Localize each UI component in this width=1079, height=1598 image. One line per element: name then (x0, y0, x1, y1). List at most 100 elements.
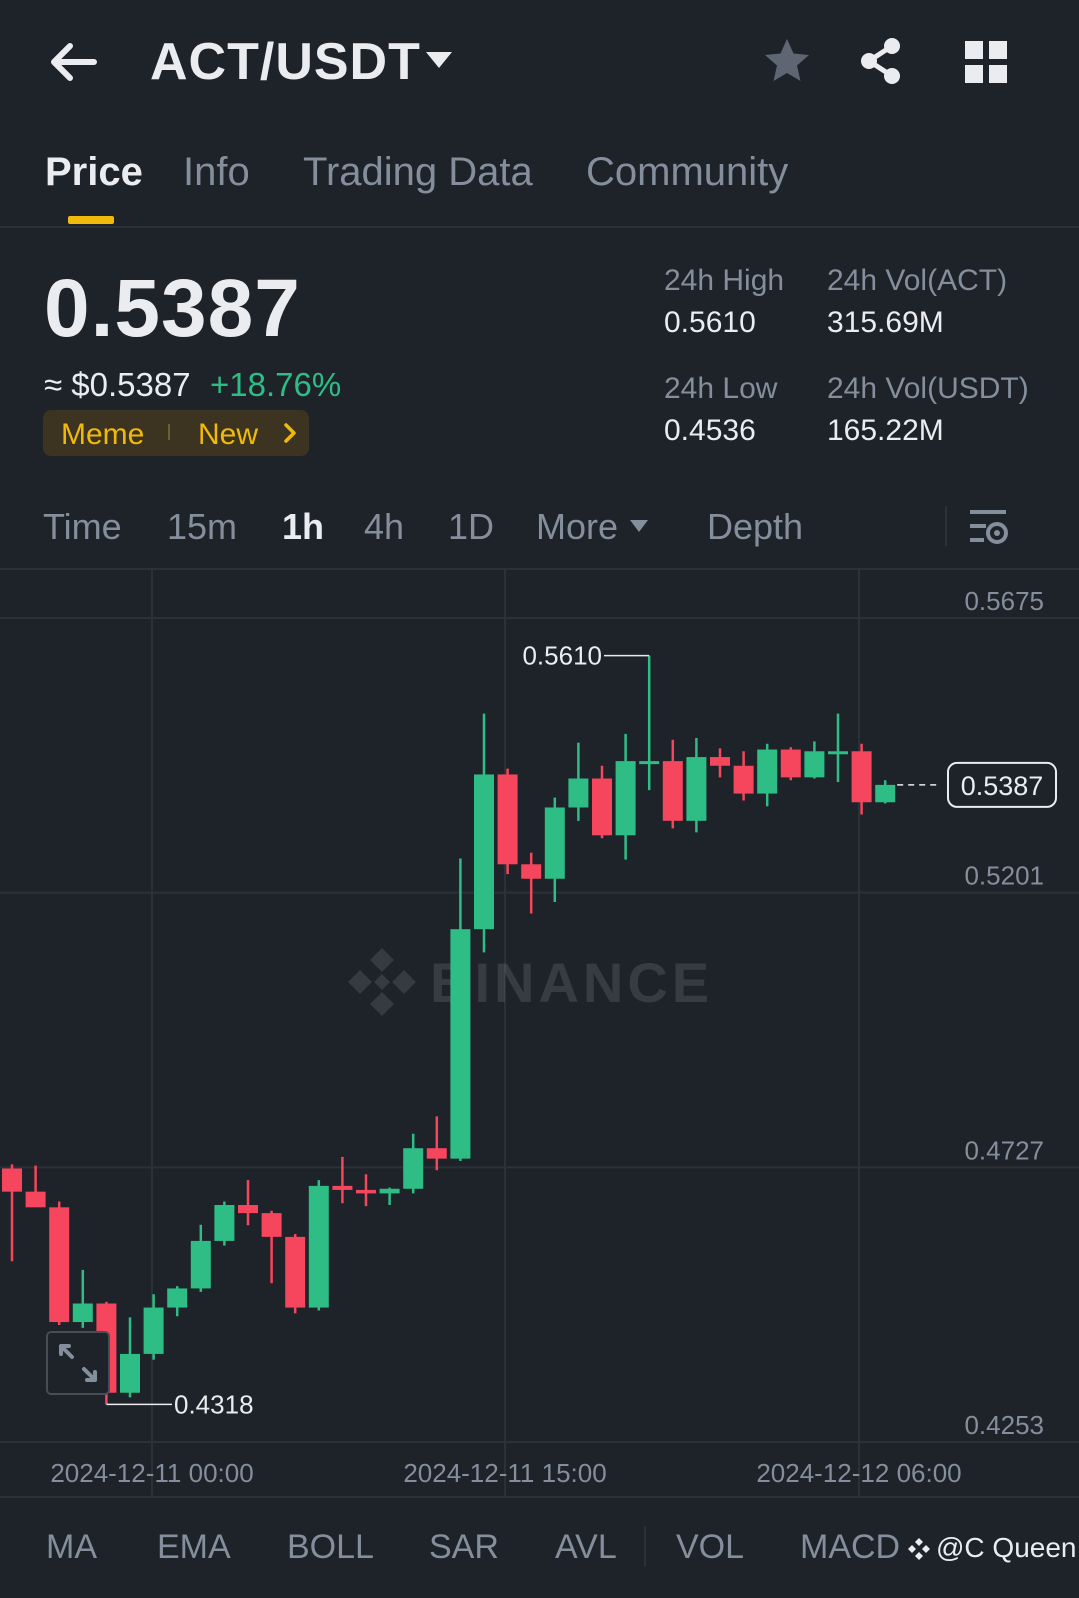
candle-down (285, 1233, 306, 1314)
tab-trading-data[interactable]: Trading Data (303, 150, 533, 194)
pair-dropdown-caret-icon[interactable] (424, 48, 454, 72)
x-axis-ticks: 2024-12-11 00:00 2024-12-11 15:00 2024-12-… (50, 1458, 961, 1488)
candle-body (544, 807, 565, 879)
candle-body (450, 929, 471, 1159)
share-icon[interactable] (856, 36, 906, 86)
indicator-boll[interactable]: BOLL (287, 1528, 374, 1566)
candle-up (544, 797, 565, 902)
candles-layer (2, 655, 896, 1405)
candle-body (426, 1148, 447, 1159)
candle-down (497, 768, 518, 875)
interval-more[interactable]: More (536, 506, 619, 547)
chart-grid (0, 570, 1079, 1496)
indicator-macd[interactable]: MACD (800, 1528, 901, 1566)
chevron-right-icon[interactable] (279, 420, 301, 446)
candle-down (261, 1210, 282, 1284)
candle-body (332, 1185, 353, 1190)
indicator-sar[interactable]: SAR (429, 1528, 499, 1566)
binance-logo-icon (348, 948, 416, 1016)
candle-body (780, 749, 801, 778)
candle-down (521, 852, 542, 914)
candle-up (308, 1180, 329, 1311)
candle-down (426, 1116, 447, 1171)
candle-up (875, 780, 896, 804)
candle-body (710, 757, 730, 766)
indicator-ema[interactable]: EMA (157, 1528, 231, 1566)
indicator-ma[interactable]: MA (46, 1528, 97, 1566)
tab-bar: Price Info Trading Data Community (0, 128, 1079, 228)
weibo-logo-icon (908, 1538, 930, 1560)
indicator-bar: MA EMA BOLL SAR AVL VOL MACD @C Queen (0, 1496, 1079, 1598)
candle-up (686, 737, 707, 833)
chart-annotations: 0.5610 0.4318 0.5387 (106, 641, 1057, 1419)
stat-24h-low-value: 0.4536 (664, 414, 756, 447)
candle-body (875, 784, 896, 803)
candle-down (662, 739, 683, 829)
expand-chart-button[interactable] (46, 1331, 110, 1395)
pair-title[interactable]: ACT/USDT (150, 33, 421, 91)
interval-1h[interactable]: 1h (282, 506, 325, 547)
tag-chips[interactable]: Meme New (43, 410, 309, 456)
y-tick-label: 0.5201 (964, 861, 1044, 891)
candle-down (356, 1174, 376, 1207)
candle-body (72, 1303, 93, 1323)
price-usd-approx: ≈ $0.5387 (44, 366, 191, 403)
current-price-badge: 0.5387 (947, 761, 1057, 808)
indicator-avl[interactable]: AVL (555, 1528, 617, 1566)
stat-24h-high-value: 0.5610 (664, 306, 756, 339)
top-bar: ACT/USDT (0, 0, 1079, 128)
candle-up (167, 1286, 188, 1317)
candle-body (521, 864, 542, 879)
stat-24h-vol-base-value: 315.69M (827, 306, 944, 339)
tag-meme[interactable]: Meme (61, 418, 145, 451)
high-marker-label: 0.5610 (522, 641, 602, 671)
indicator-vol[interactable]: VOL (676, 1528, 745, 1566)
candle-body (261, 1213, 282, 1237)
interval-4h[interactable]: 4h (364, 506, 405, 547)
last-price: 0.5387 (44, 263, 301, 354)
candle-body (403, 1148, 424, 1189)
candle-down (733, 751, 754, 801)
interval-1d[interactable]: 1D (448, 506, 495, 547)
favorite-star-icon[interactable] (762, 36, 812, 86)
y-tick-label: 0.4253 (964, 1410, 1044, 1440)
candle-body (238, 1204, 258, 1214)
stat-24h-vol-base-label: 24h Vol(ACT) (827, 264, 1008, 297)
candle-up (72, 1269, 93, 1328)
candle-down (25, 1165, 46, 1208)
tab-info[interactable]: Info (183, 150, 250, 194)
back-arrow-icon[interactable] (44, 34, 104, 90)
current-price-badge-frame (947, 761, 1057, 808)
low-marker-label: 0.4318 (174, 1389, 254, 1419)
candle-body (804, 751, 825, 778)
interval-bar: Time 15m 1h 4h 1D More Depth (0, 488, 1079, 570)
grid-menu-icon[interactable] (962, 38, 1010, 86)
candle-up (474, 713, 494, 953)
screenshot-watermark: @C Queen (936, 1532, 1077, 1563)
x-tick-label: 2024-12-11 00:00 (50, 1458, 253, 1488)
candle-up (143, 1294, 164, 1360)
more-caret-icon[interactable] (628, 518, 650, 534)
candle-body (190, 1240, 211, 1289)
tag-separator (168, 424, 170, 440)
tab-price[interactable]: Price (45, 150, 143, 194)
candle-body (615, 761, 636, 836)
current-price-label: 0.5387 (961, 771, 1044, 801)
indicator-divider (644, 1526, 646, 1566)
interval-divider (945, 506, 947, 546)
y-tick-label: 0.4727 (964, 1135, 1044, 1165)
candle-body (167, 1288, 188, 1308)
x-tick-label: 2024-12-12 06:00 (756, 1458, 961, 1488)
tag-new[interactable]: New (198, 418, 259, 451)
candle-up (403, 1133, 424, 1194)
interval-15m[interactable]: 15m (167, 506, 238, 547)
candle-body (639, 761, 660, 765)
tab-community[interactable]: Community (586, 150, 789, 194)
candle-down (238, 1180, 258, 1226)
candlestick-chart[interactable]: BINANCE 0.5675 0.5201 0.4727 0.4253 2024-12… (0, 570, 1079, 1496)
watermark-text: BINANCE (430, 951, 713, 1014)
candle-body (592, 778, 612, 836)
chart-settings-icon[interactable] (966, 506, 1010, 546)
tab-depth[interactable]: Depth (707, 506, 804, 547)
interval-time[interactable]: Time (43, 506, 122, 547)
